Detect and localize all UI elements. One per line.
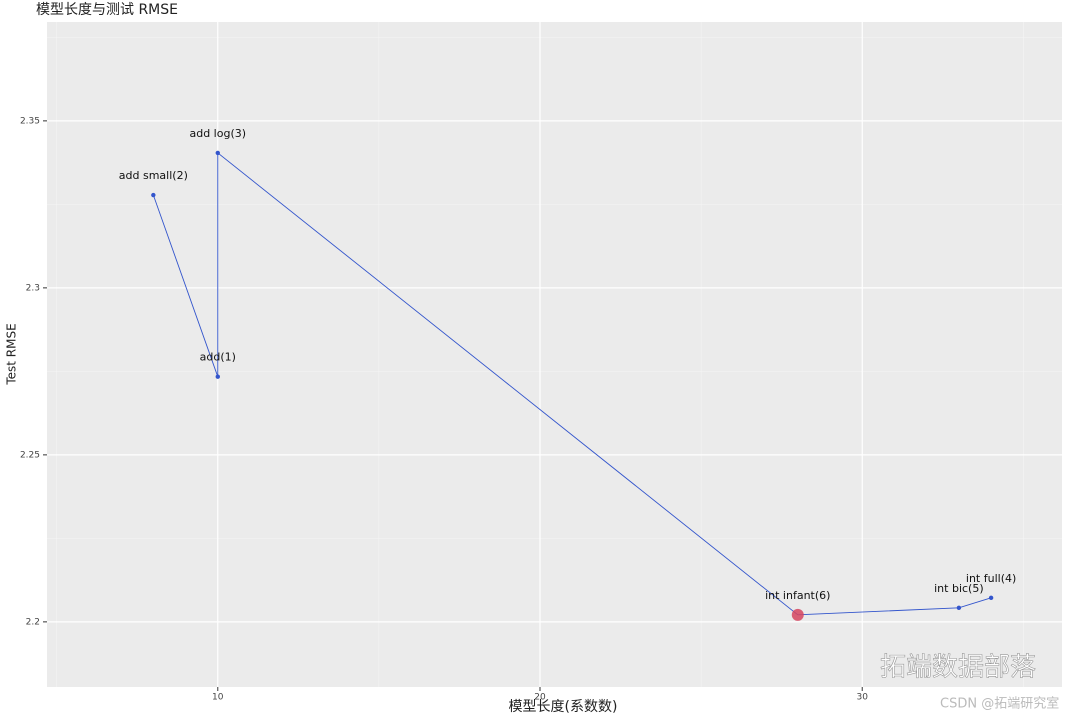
x-tick-label: 20 xyxy=(534,693,546,703)
point-label: int full(4) xyxy=(966,572,1016,585)
point-label: add small(2) xyxy=(119,169,188,182)
point-label: add(1) xyxy=(200,351,236,364)
y-tick-label: 2.35 xyxy=(20,116,40,126)
point xyxy=(988,595,994,601)
y-axis-label: Test RMSE xyxy=(5,323,19,385)
watermark: 拓端数据部落 xyxy=(880,653,1036,683)
highlight-point xyxy=(791,608,804,621)
line xyxy=(152,151,992,616)
y-tick-label: 2.2 xyxy=(26,617,40,627)
y-tick-label: 2.3 xyxy=(26,283,40,293)
chart-title: 模型长度与测试 RMSE xyxy=(36,2,178,18)
point-label: add log(3) xyxy=(189,127,246,140)
x-tick-label: 30 xyxy=(856,693,868,703)
watermark: CSDN @拓端研究室 xyxy=(940,696,1059,712)
point xyxy=(956,605,962,611)
point-label: int bic(5) xyxy=(934,582,984,595)
point xyxy=(215,374,220,379)
point-label: int infant(6) xyxy=(765,589,830,602)
x-tick-label: 10 xyxy=(212,693,224,703)
point xyxy=(215,150,220,156)
y-tick-label: 2.25 xyxy=(20,450,40,460)
panel xyxy=(47,22,1062,687)
x-axis-label: 模型长度(系数数) xyxy=(509,699,618,715)
point xyxy=(151,192,156,198)
